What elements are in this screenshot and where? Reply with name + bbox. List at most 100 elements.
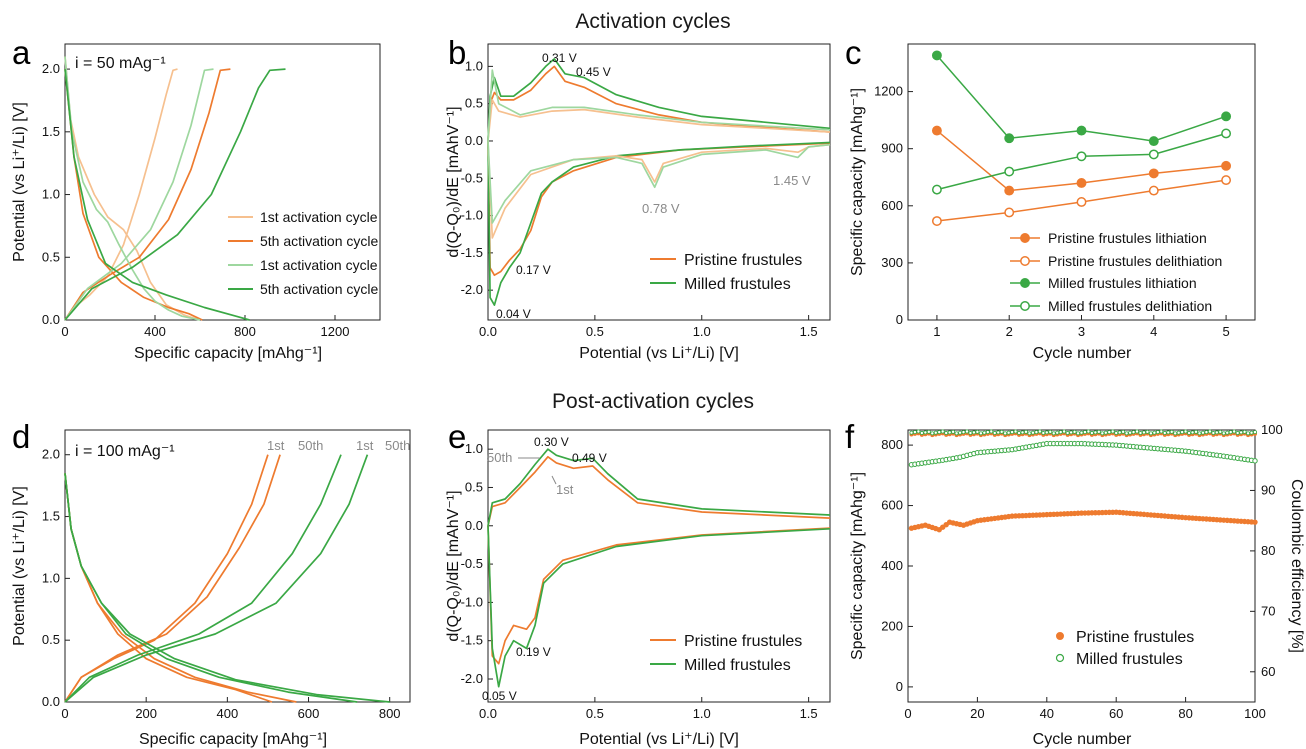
panel-e-peak-label: 0.19 V <box>516 645 551 659</box>
panel-f-ce-point <box>933 430 938 435</box>
panel-f-ce-point <box>1183 429 1188 434</box>
panel-f-ce-point <box>1034 430 1039 435</box>
panel-a-legend-label: 1st activation cycle <box>260 257 378 273</box>
panel-f-ce-point <box>1023 429 1028 434</box>
panel-f-ce-point <box>923 430 928 435</box>
panel-f-ce-point <box>1135 429 1140 434</box>
panel-b-peak-label: 0.45 V <box>576 65 611 79</box>
panel-f-ce-point <box>1006 430 1011 435</box>
panel-f-xtick-label: 20 <box>970 706 984 721</box>
panel-c-point <box>931 184 942 195</box>
panel-b-legend-label: Pristine frustules <box>684 252 802 269</box>
panel-f-ce-point <box>912 430 917 435</box>
panel-b-ytick-label: 1.0 <box>465 58 483 73</box>
panel-f-ce-point <box>1107 430 1112 435</box>
panel-f-ce-point <box>1197 431 1202 436</box>
panel-f-ce-point <box>1072 429 1077 434</box>
panel-e-ytick-label: 1.0 <box>465 441 483 456</box>
panel-f-label: f <box>845 418 855 455</box>
panel-a-xtick-label: 800 <box>234 324 256 339</box>
panel-f-ce-point <box>926 429 931 434</box>
panel-f-ce-point <box>1249 430 1254 435</box>
panel-f-ce-point <box>1058 430 1063 435</box>
panel-e-peak-label: 0.05 V <box>482 689 517 703</box>
panel-b-xtick-label: 1.5 <box>800 324 818 339</box>
panel-c-ytick-label: 300 <box>881 255 903 270</box>
panel-a-ytick-label: 0.0 <box>42 312 60 327</box>
panel-a-ytick-label: 1.5 <box>42 124 60 139</box>
panel-c-point <box>1148 185 1159 196</box>
panel-c-xlabel: Cycle number <box>1033 345 1132 362</box>
panel-f-ce-point <box>1211 431 1216 436</box>
panel-e-ytick-label: 0.5 <box>465 479 483 494</box>
panel-f-ce-point <box>951 429 956 434</box>
panel-b-curve-4 <box>487 99 831 142</box>
panel-c-ytick-label: 600 <box>881 198 903 213</box>
panel-e-ytick-label: -1.5 <box>461 633 483 648</box>
panel-b-xtick-label: 0.5 <box>586 324 604 339</box>
panel-d-ytick-label: 0.5 <box>42 632 60 647</box>
panel-a-charge-curve-2 <box>64 68 214 321</box>
panel-f-ce-point <box>916 429 921 434</box>
panel-a-xtick-label: 400 <box>144 324 166 339</box>
panel-f-ce-point <box>1086 429 1091 434</box>
panel-f-ce-point <box>1124 431 1129 436</box>
panel-f-ce-point <box>1246 431 1251 436</box>
panel-a-xtick-label: 1200 <box>321 324 350 339</box>
panel-f-xtick-label: 100 <box>1244 706 1266 721</box>
panel-d-xtick-label: 0 <box>61 706 68 721</box>
panel-b-curve-3 <box>487 140 831 306</box>
panel-c-xtick-label: 1 <box>933 324 940 339</box>
panel-b-peak-label: 0.17 V <box>516 263 551 277</box>
panel-c-point <box>931 216 942 226</box>
panel-a-legend-label: 1st activation cycle <box>260 209 378 225</box>
panel-d-curve-label: 1st <box>356 438 374 453</box>
panel-c-legend-label: Milled frustules lithiation <box>1048 275 1197 291</box>
panel-a-legend-label: 5th activation cycle <box>260 281 378 297</box>
panel-c-point <box>1004 166 1015 177</box>
panel-c-legend-marker <box>1020 233 1030 243</box>
panel-e-xtick-label: 1.5 <box>800 706 818 721</box>
panel-d-ylabel: Potential (vs Li⁺/Li) [V] <box>11 486 28 646</box>
panel-f-ytick-label: 0 <box>896 679 903 694</box>
panel-c-point <box>1148 136 1159 147</box>
panel-f-ce-point <box>1155 430 1160 435</box>
panel-f-ce-point <box>930 431 935 436</box>
panel-c-point <box>1148 168 1159 179</box>
panel-e-xlabel: Potential (vs Li⁺/Li) [V] <box>579 731 739 748</box>
panel-d-ytick-label: 1.5 <box>42 509 60 524</box>
panel-f-ce-point <box>1044 430 1049 435</box>
panel-d-curve-label: 1st <box>267 438 285 453</box>
panel-c-point <box>1076 125 1087 136</box>
panel-b-ytick-label: 0.5 <box>465 96 483 111</box>
panel-f-ce-point <box>1221 431 1226 436</box>
panel-d-xtick-label: 400 <box>217 706 239 721</box>
panel-c-point <box>931 125 942 136</box>
panel-e-ytick-label: -2.0 <box>461 671 483 686</box>
panel-f-ce-point <box>1076 431 1081 436</box>
panel-f-capacity-point <box>943 521 949 528</box>
panel-c-xtick-label: 4 <box>1150 324 1157 339</box>
panel-f-ce-point <box>1027 431 1032 436</box>
panel-f-ytick-label: 200 <box>881 618 903 633</box>
panel-f-legend-marker <box>1056 632 1064 640</box>
panel-e-xtick-label: 0.0 <box>479 706 497 721</box>
panel-d-xtick-label: 800 <box>379 706 401 721</box>
panel-f-ce-point <box>1207 429 1212 434</box>
panel-f-ce-point <box>1228 430 1233 435</box>
panel-c-ytick-label: 0 <box>896 312 903 327</box>
panel-f-ce-point <box>1103 430 1108 435</box>
panel-f-y2tick-label: 90 <box>1261 482 1275 497</box>
panel-f-legend-label: Milled frustules <box>1076 651 1183 668</box>
panel-c-legend-label: Milled frustules delithiation <box>1048 298 1212 314</box>
panel-a-charge-curve-3 <box>64 68 286 321</box>
panel-d-charge-curve-1 <box>64 454 281 703</box>
panel-f-ce-point <box>1176 430 1181 435</box>
panel-b-ylabel: d(Q-Q₀)/dE [mAhV⁻¹] <box>445 106 462 257</box>
panel-c-point <box>1004 207 1015 218</box>
panel-f-xtick-label: 60 <box>1109 706 1123 721</box>
panel-f-y2tick-label: 60 <box>1261 664 1275 679</box>
panel-f-ce-point <box>964 429 969 434</box>
panel-d-charge-curve-3 <box>64 454 369 703</box>
